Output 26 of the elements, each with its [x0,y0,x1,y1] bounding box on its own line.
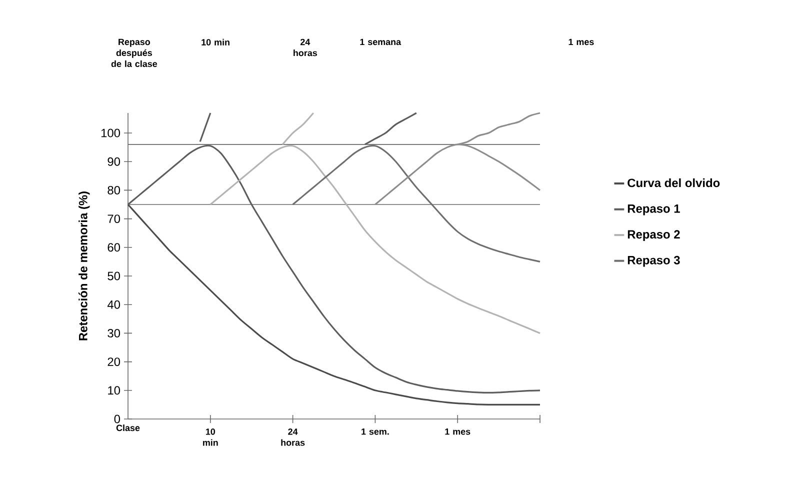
text: Repaso después de la clase [111,38,158,68]
y-tick-label: 0 [114,414,120,424]
y-tick-label: 60 [108,243,120,252]
text: 1 semana [360,38,402,46]
x-tick-label: 1 sem. [362,428,389,435]
text: 1 mes [568,38,594,46]
x-tick-label: 24 horas [281,428,305,446]
text: 10 min [202,38,230,46]
y-tick-label: 100 [101,128,120,138]
y-tick-label: 80 [108,186,120,194]
text: 24 horas [294,38,318,56]
legend-label: Repaso 1 [628,204,680,216]
y-tick-label: 70 [108,214,120,224]
legend-label: Curva del olvido [628,178,720,188]
x-tick-label: 10 min [203,428,218,446]
y-tick-label: 50 [108,272,120,280]
y-tick-label: 90 [108,157,120,166]
y-tick-label: 10 [108,386,120,395]
y-axis-title: Retención de memoria (%) [78,192,90,340]
x-tick-label: Clase [116,424,140,432]
y-tick-label: 40 [107,300,120,309]
y-tick-label: 20 [108,358,120,366]
legend-label: Repaso 3 [628,256,680,267]
legend-label: Repaso 2 [628,230,680,241]
x-tick-label: 1 mes [445,428,470,435]
y-tick-label: 30 [108,328,120,338]
